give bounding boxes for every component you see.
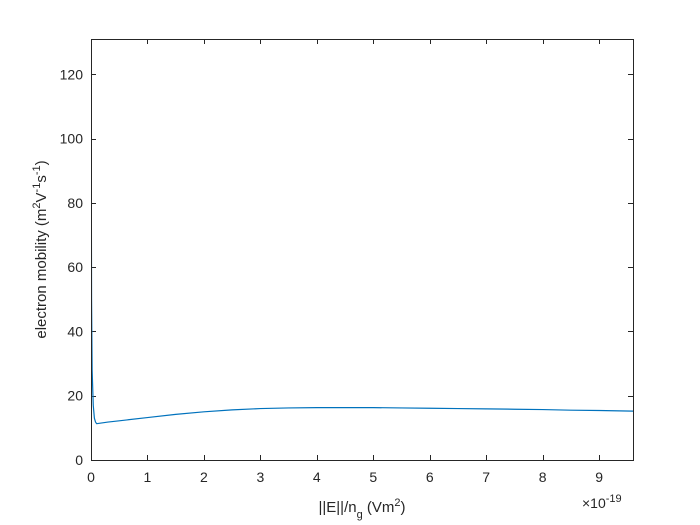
x-tick-label-9: 9 [595, 469, 603, 485]
y-tick-label-120: 120 [60, 66, 84, 82]
y-axis-label-end: ) [33, 160, 50, 165]
x-exponent-base: ×10 [582, 495, 606, 511]
series-line-0 [91, 39, 633, 425]
y-axis-label-mid1: V [33, 192, 50, 202]
y-tick-label-0: 0 [75, 452, 83, 468]
y-axis-label-sup3: -1 [31, 165, 43, 175]
x-exponent-label: ×10-19 [582, 493, 622, 511]
plot-area [91, 39, 633, 460]
x-exponent-power: -19 [606, 493, 622, 505]
x-tick-label-0: 0 [87, 469, 95, 485]
x-axis-label-subscript: g [357, 509, 363, 521]
x-axis-label-main: ||E||/n [318, 499, 356, 516]
y-tick-label-20: 20 [67, 388, 83, 404]
y-axis-label: electron mobility (m2V-1s-1) [31, 160, 50, 338]
x-tick-label-7: 7 [482, 469, 490, 485]
x-tick-label-2: 2 [200, 469, 208, 485]
x-tick-label-3: 3 [256, 469, 264, 485]
x-tick-label-4: 4 [313, 469, 321, 485]
x-tick-label-1: 1 [144, 469, 152, 485]
x-axis-label-close: ) [401, 499, 406, 516]
y-tick-label-100: 100 [60, 131, 84, 147]
y-axis-label-sup2: -1 [31, 183, 43, 193]
series-group [91, 39, 633, 425]
axes-box [91, 39, 634, 461]
x-tick-label-6: 6 [426, 469, 434, 485]
y-tick-label-60: 60 [67, 259, 83, 275]
y-axis-label-sup1: 2 [31, 202, 43, 208]
x-tick-label-8: 8 [539, 469, 547, 485]
y-tick-label-40: 40 [67, 323, 83, 339]
y-tick-label-80: 80 [67, 195, 83, 211]
tick-labels: 0 1 2 3 4 5 6 7 8 9 0 20 40 60 80 100 120 [60, 66, 604, 485]
x-tick-label-5: 5 [369, 469, 377, 485]
x-axis-label-unit: (Vm [363, 499, 395, 516]
y-axis-label-main: electron mobility (m [33, 209, 50, 339]
y-axis-label-mid2: s [33, 175, 50, 183]
x-axis-label-unit-exponent: 2 [394, 497, 400, 509]
x-axis-label: ||E||/ng (Vm2) [318, 497, 405, 521]
